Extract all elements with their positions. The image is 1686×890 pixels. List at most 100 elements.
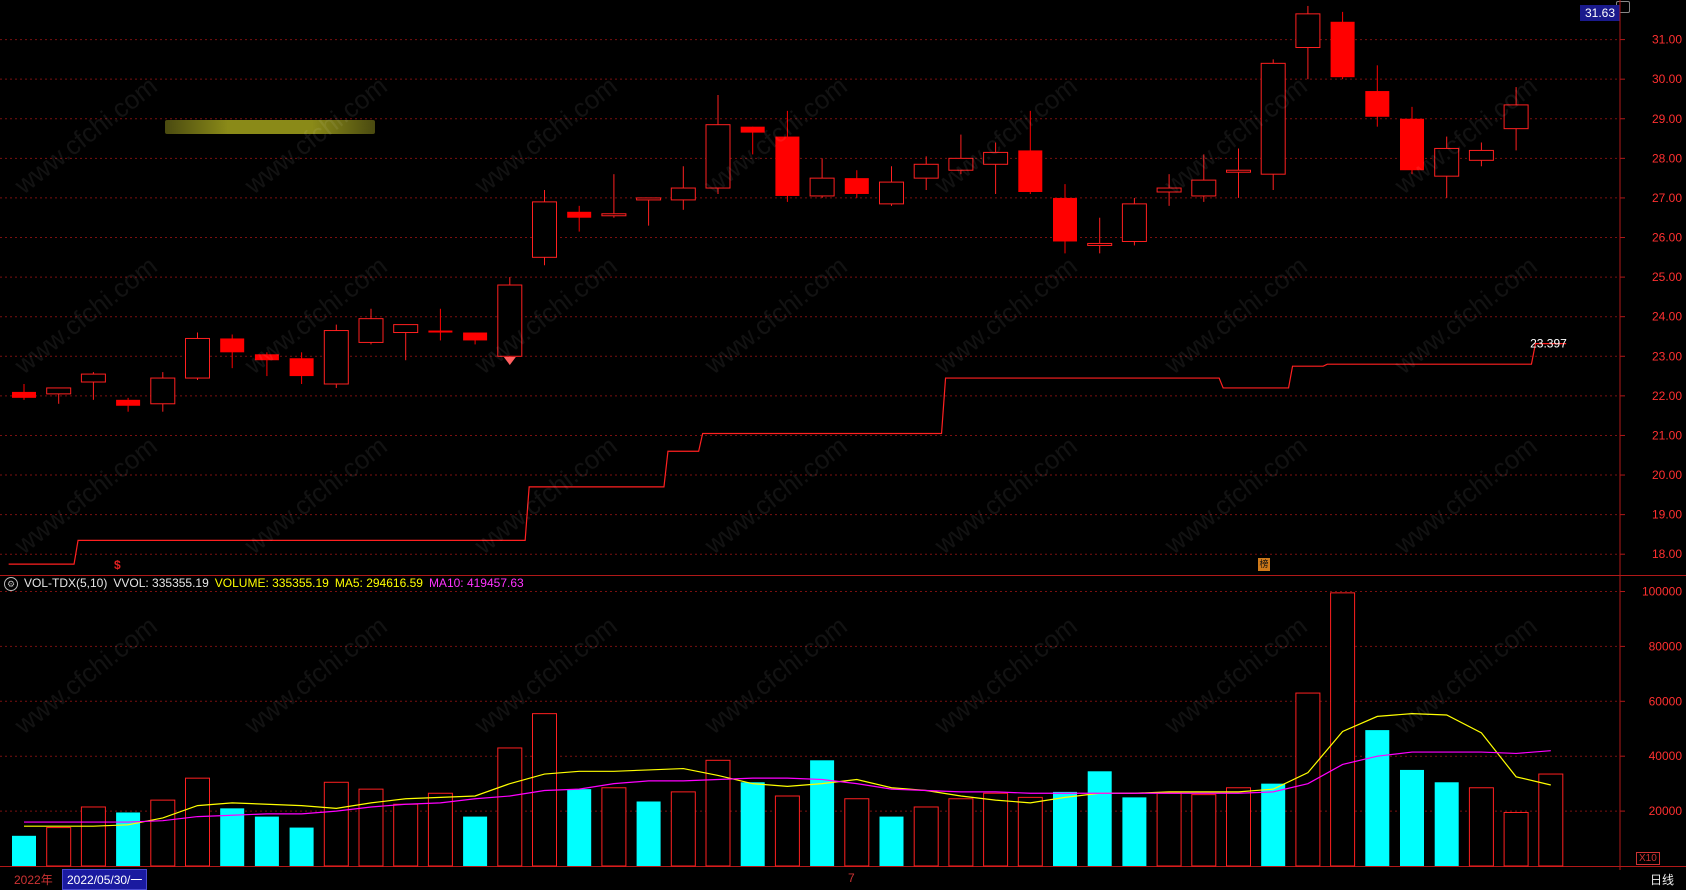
- candle-body-down: [12, 391, 36, 398]
- candle-body-down: [740, 126, 765, 133]
- volume-bar-down: [1434, 782, 1459, 866]
- volume-bar-down: [810, 760, 835, 866]
- price-tick-label: 30.00: [1652, 72, 1682, 86]
- candle-body-up: [809, 177, 835, 197]
- candle-body-down: [116, 399, 141, 406]
- candle-body-down: [844, 178, 869, 194]
- volume-bar-up: [185, 777, 210, 867]
- volume-tick-label: 100000: [1642, 584, 1682, 598]
- volume-bar-down: [254, 816, 279, 866]
- volume-tick-label: 60000: [1649, 694, 1683, 708]
- candle-body-up: [358, 318, 384, 343]
- candle-body-up: [1087, 242, 1113, 246]
- period-selector[interactable]: 日线: [1650, 873, 1675, 887]
- candle-body-up: [46, 387, 72, 395]
- volume-bar-up: [1330, 592, 1356, 867]
- price-tick-label: 25.00: [1652, 270, 1682, 284]
- volume-tick-label: 80000: [1649, 639, 1683, 653]
- volume-bar-down: [1261, 783, 1286, 866]
- year-label: 2022年: [14, 873, 53, 887]
- volume-bar-up: [497, 747, 523, 867]
- candle-body-up: [185, 337, 210, 379]
- ma10-label: MA10: 419457.63: [428, 576, 524, 590]
- vvol-label: VVOL: 335355.19: [113, 576, 209, 590]
- volume-bar-up: [844, 798, 870, 867]
- volume-bar-up: [1226, 787, 1251, 867]
- ma5-label: MA5: 294616.59: [334, 576, 423, 590]
- volume-bar-up: [670, 791, 696, 867]
- volume-indicator-header: ⚙ VOL-TDX(5,10) VVOL: 335355.19 VOLUME: 335…: [4, 576, 530, 591]
- ranking-signal-icon[interactable]: 榜: [1258, 558, 1270, 571]
- volume-bar-up: [1191, 794, 1217, 867]
- candle-body-down: [567, 211, 592, 218]
- candle-body-down: [1330, 21, 1355, 78]
- candle-body-down: [1018, 150, 1043, 192]
- cursor-date[interactable]: 2022/05/30/一: [62, 869, 148, 890]
- price-tick-label: 27.00: [1652, 191, 1682, 205]
- volume-bar-down: [463, 816, 488, 866]
- highlight-bar: [165, 120, 375, 134]
- price-tick-label: 24.00: [1652, 310, 1682, 324]
- volume-bar-down: [220, 808, 245, 866]
- candle-body-up: [670, 187, 696, 201]
- candle-body-down: [1400, 118, 1424, 171]
- volume-bar-up: [80, 806, 106, 867]
- volume-bar-down: [1087, 771, 1112, 866]
- candle-body-up: [1260, 62, 1286, 175]
- candle-body-up: [1295, 13, 1321, 49]
- diamond-signal-icon: [503, 357, 516, 365]
- volume-bar-down: [1053, 791, 1077, 866]
- price-tick-label: 20.00: [1652, 468, 1682, 482]
- stop-loss-line: [8, 343, 1567, 565]
- volume-tick-label: 20000: [1649, 804, 1683, 818]
- candle-body-up: [150, 377, 176, 405]
- candle-body-down: [428, 330, 453, 333]
- volume-bar-down: [1122, 797, 1147, 866]
- candle-body-up: [1468, 149, 1494, 161]
- buy-signal-icon: $: [114, 558, 121, 572]
- candle-body-up: [1434, 147, 1460, 177]
- candle-body-up: [1503, 104, 1529, 130]
- candle-body-up: [913, 163, 939, 179]
- volume-bar-down: [1365, 730, 1390, 866]
- volume-bar-up: [601, 787, 627, 867]
- volume-bar-up: [983, 792, 1009, 867]
- candle-body-up: [497, 284, 523, 357]
- candle-body-up: [1191, 179, 1217, 197]
- volume-bar-down: [1400, 769, 1424, 866]
- volume-bar-down: [740, 782, 765, 866]
- volume-bar-down: [289, 827, 314, 866]
- volume-bar-down: [12, 835, 36, 866]
- price-tick-label: 23.00: [1652, 349, 1682, 363]
- volume-label: VOLUME: 335355.19: [214, 576, 329, 590]
- candle-body-up: [636, 197, 662, 201]
- candle-body-up: [80, 373, 106, 383]
- candle-body-down: [1053, 197, 1077, 242]
- volume-bar-up: [705, 759, 731, 867]
- candle-body-up: [601, 213, 627, 217]
- stop-line-value-label: 23.397: [1530, 337, 1567, 351]
- volume-bar-up: [323, 781, 349, 867]
- candle-body-up: [705, 124, 731, 189]
- volume-bar-up: [150, 799, 176, 867]
- settings-gear-icon[interactable]: ⚙: [4, 576, 18, 591]
- price-tick-label: 18.00: [1652, 547, 1682, 561]
- volume-bar-up: [358, 788, 384, 867]
- volume-bar-up: [774, 795, 800, 867]
- price-tick-label: 29.00: [1652, 112, 1682, 126]
- volume-bar-up: [1156, 792, 1182, 867]
- candle-body-up: [1121, 203, 1147, 242]
- candle-body-up: [1226, 169, 1251, 173]
- volume-bar-up: [393, 803, 419, 867]
- volume-bar-up: [913, 806, 939, 867]
- month-marker: 7: [848, 871, 855, 885]
- volume-bar-up: [1017, 796, 1043, 867]
- price-tick-label: 31.00: [1652, 33, 1682, 47]
- indicator-name[interactable]: VOL-TDX(5,10): [24, 576, 108, 590]
- volume-bar-down: [567, 789, 592, 866]
- volume-bar-up: [948, 798, 974, 867]
- candle-body-down: [463, 332, 488, 341]
- candle-body-down: [289, 358, 314, 377]
- timeline-bar: 2022年 2022/05/30/一 7 日线: [0, 868, 1686, 890]
